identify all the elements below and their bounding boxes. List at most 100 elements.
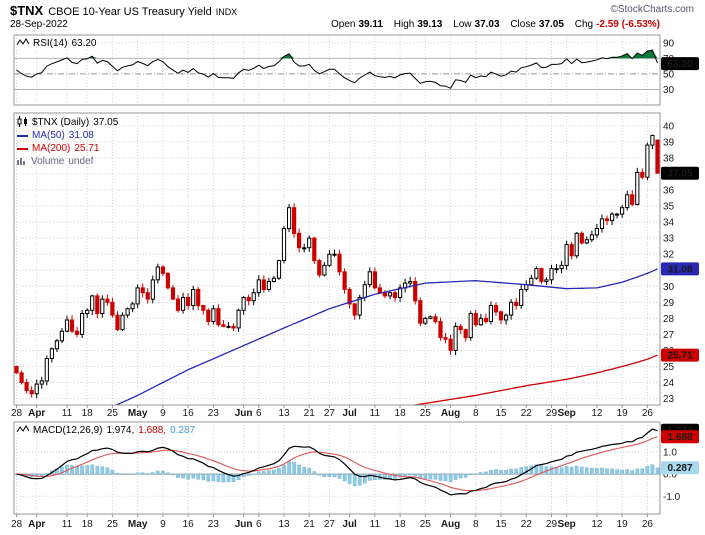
svg-text:35: 35 — [663, 202, 675, 213]
svg-text:0.287: 0.287 — [667, 463, 692, 474]
low-label: Low — [453, 19, 472, 30]
candle-body — [90, 295, 95, 311]
svg-text:May: May — [128, 408, 148, 419]
candle-body — [85, 309, 90, 314]
candle-body — [620, 207, 625, 215]
candle-body — [473, 313, 478, 326]
svg-text:1.688: 1.688 — [667, 432, 692, 443]
ma50-label: MA(50) — [32, 130, 65, 141]
svg-text:15: 15 — [495, 408, 507, 419]
svg-text:13: 13 — [278, 519, 290, 530]
svg-text:21: 21 — [304, 408, 316, 419]
svg-text:27: 27 — [663, 330, 675, 341]
axis-flag — [661, 57, 699, 71]
svg-text:12: 12 — [591, 519, 603, 530]
candle-body — [140, 287, 145, 294]
candle-body — [357, 297, 362, 316]
candle-body — [382, 292, 387, 297]
candle-body — [635, 171, 640, 205]
ma50-line-icon — [17, 134, 28, 137]
candle-body — [463, 329, 468, 339]
candle-body — [95, 295, 100, 314]
svg-text:25.71: 25.71 — [667, 351, 692, 362]
svg-text:29: 29 — [663, 298, 675, 309]
candle-body — [312, 237, 317, 262]
candle-body — [655, 139, 660, 174]
svg-text:31.08: 31.08 — [667, 264, 692, 275]
candle-body — [216, 308, 221, 326]
candle-body — [488, 305, 493, 322]
candle-body — [504, 314, 509, 321]
candle-body — [468, 313, 473, 339]
svg-text:23: 23 — [208, 519, 220, 530]
svg-text:9: 9 — [160, 408, 166, 419]
candle-body — [292, 207, 297, 234]
candle-body — [428, 316, 433, 319]
axis-flag — [661, 348, 699, 362]
candle-body — [251, 292, 256, 302]
ohlc-readout: Open 39.11 High 39.13 Low 37.03 Close 37.05 … — [323, 19, 660, 30]
svg-text:30: 30 — [663, 282, 675, 293]
svg-text:28: 28 — [11, 408, 23, 419]
candle-body — [433, 316, 438, 323]
axis-flag — [661, 430, 699, 444]
svg-text:30: 30 — [663, 85, 675, 96]
candle-body — [105, 298, 110, 303]
macd-histogram — [14, 461, 660, 487]
candle-body — [201, 305, 206, 311]
svg-text:37.05: 37.05 — [667, 169, 692, 180]
ma200-value: 25.71 — [74, 143, 100, 154]
svg-text:32: 32 — [663, 250, 675, 261]
svg-text:Jul: Jul — [342, 519, 357, 530]
candle-body — [160, 266, 166, 274]
candle-body — [19, 372, 24, 383]
candlesticks — [14, 134, 660, 399]
svg-text:90: 90 — [663, 38, 675, 49]
candle-body — [408, 281, 413, 284]
volume-icon — [17, 156, 27, 168]
svg-text:39: 39 — [663, 137, 675, 148]
candle-body — [377, 287, 382, 294]
candle-body — [130, 303, 135, 310]
svg-text:25: 25 — [420, 408, 432, 419]
svg-text:11: 11 — [62, 408, 73, 419]
candle-body — [615, 213, 620, 216]
candle-body — [438, 321, 443, 339]
candle-body — [241, 297, 246, 311]
candle-body — [539, 268, 544, 282]
svg-text:23: 23 — [663, 394, 675, 405]
candle-body — [584, 239, 589, 244]
candle-body — [261, 279, 266, 290]
candle-body — [342, 271, 347, 290]
svg-text:28: 28 — [11, 519, 23, 530]
candle-body — [478, 317, 483, 326]
svg-text:26: 26 — [642, 408, 654, 419]
svg-text:-1.0: -1.0 — [663, 492, 681, 503]
macd-hist-value: 0.287 — [170, 425, 196, 436]
svg-text:18: 18 — [395, 408, 407, 419]
candle-body — [498, 311, 504, 321]
candle-body — [549, 268, 554, 281]
ma200-label: MA(200) — [32, 143, 71, 154]
svg-text:50: 50 — [663, 69, 675, 80]
source-credit[interactable]: ©StockCharts.com — [610, 4, 694, 15]
svg-text:25: 25 — [107, 519, 119, 530]
candle-body — [75, 330, 80, 335]
candle-body — [604, 218, 610, 221]
svg-text:Apr: Apr — [28, 519, 45, 530]
candle-body — [398, 287, 403, 298]
candle-body — [589, 234, 594, 241]
svg-text:36: 36 — [663, 186, 675, 197]
quote-strip: 28-Sep-2022 Open 39.11 High 39.13 Low 37.03… — [10, 19, 660, 30]
candle-body — [59, 330, 64, 342]
svg-text:18: 18 — [82, 408, 94, 419]
macd-line-value: 1.974, — [106, 425, 135, 436]
svg-text:11: 11 — [370, 408, 381, 419]
open-label: Open — [331, 19, 356, 30]
candle-body — [337, 253, 342, 273]
index-name: CBOE 10-Year US Treasury Yield — [48, 6, 212, 18]
svg-text:8: 8 — [473, 519, 479, 530]
candle-body — [519, 289, 524, 306]
